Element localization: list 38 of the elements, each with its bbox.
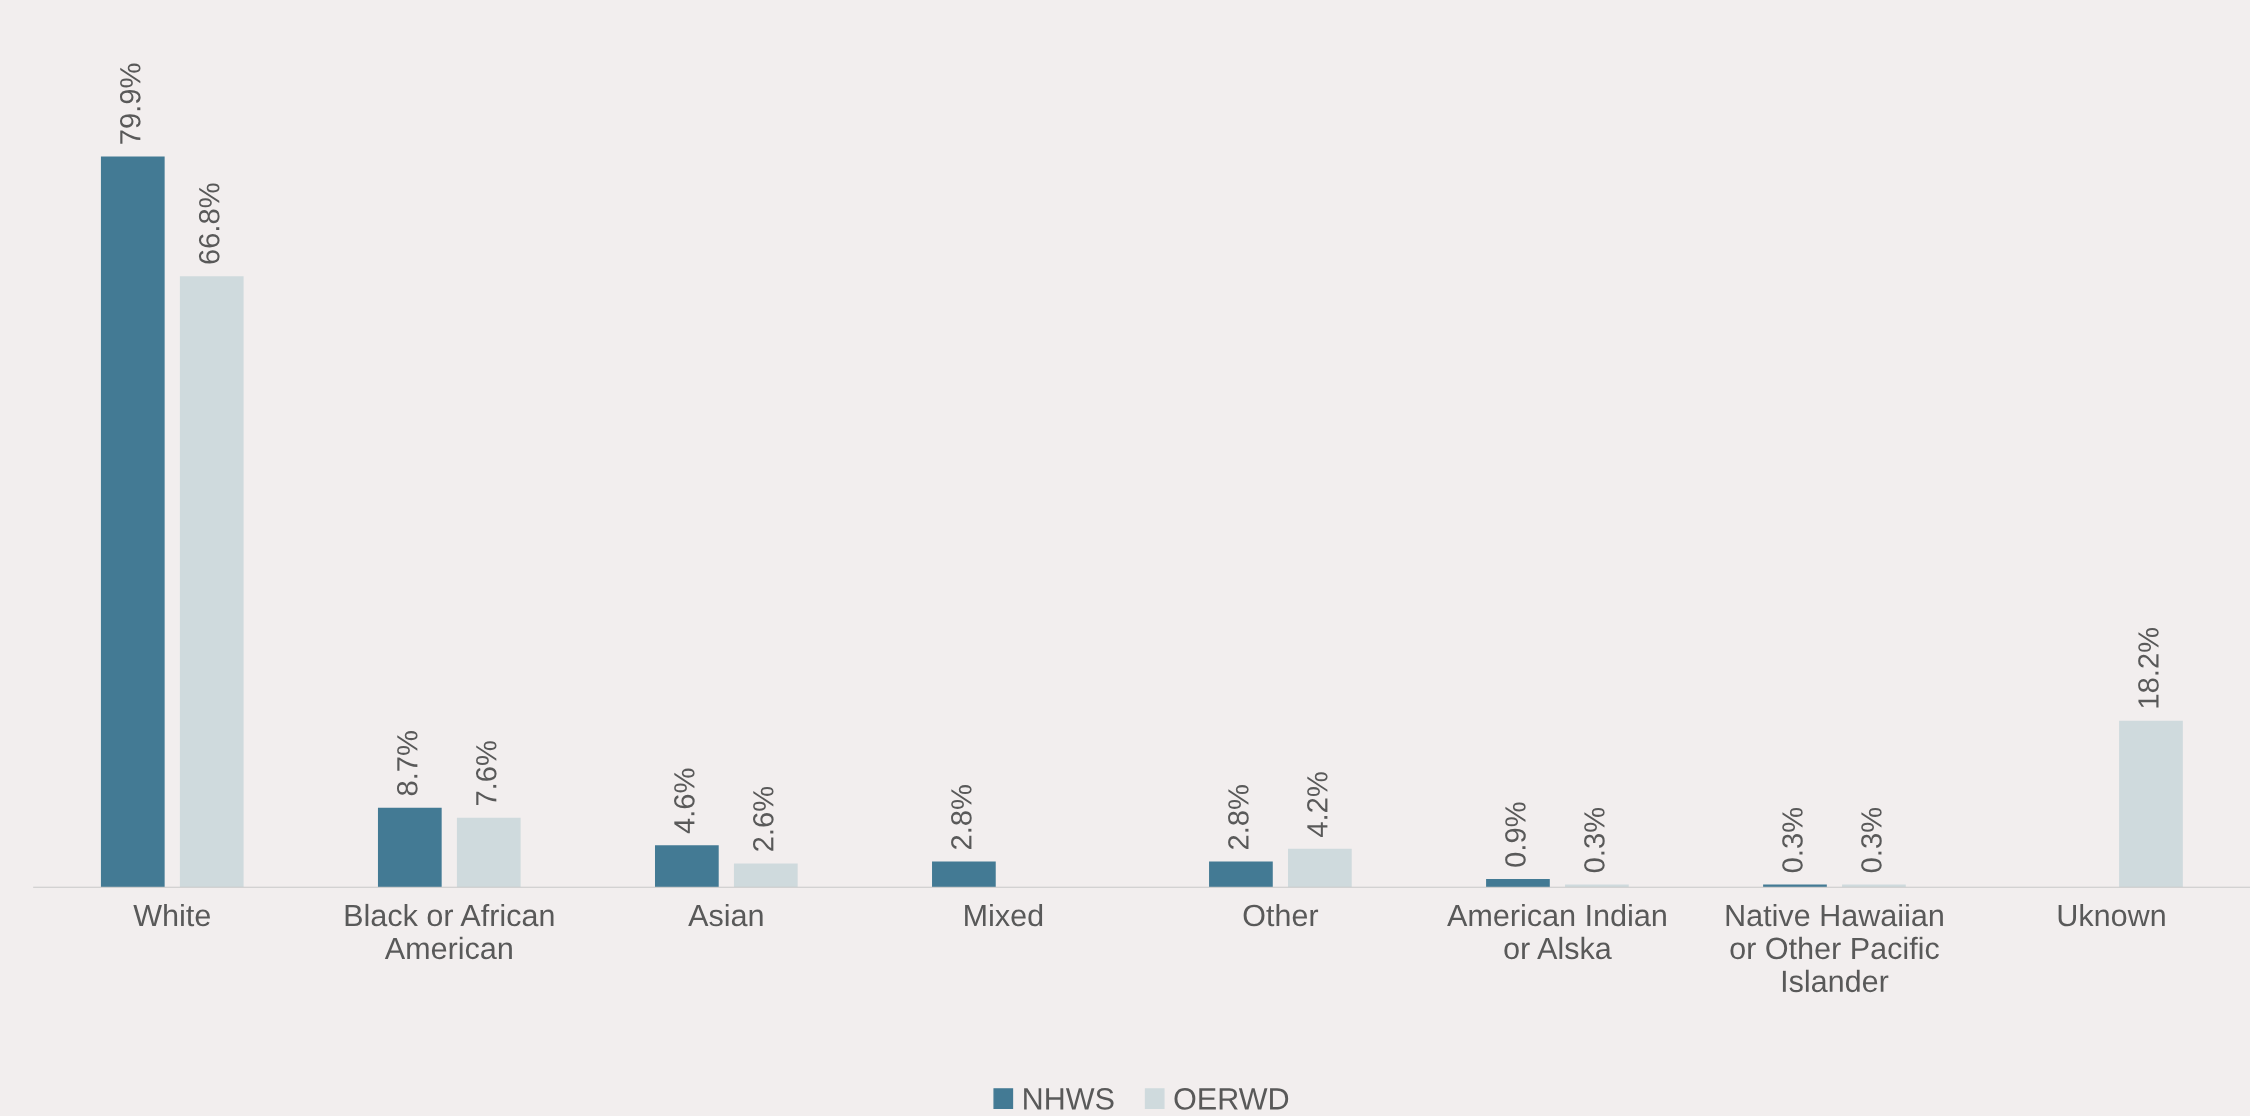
data-label: 18.2% <box>2138 627 2159 708</box>
bar <box>1486 878 1550 888</box>
data-label: 0.9% <box>1505 802 1526 867</box>
data-label: 8.7% <box>397 731 418 796</box>
data-label: 4.6% <box>674 768 695 834</box>
data-label: 0.3% <box>1584 807 1605 873</box>
x-tick-label: American Indian or Alska <box>1447 903 1666 960</box>
data-label: 4.2% <box>1307 772 1328 838</box>
bar <box>733 863 798 888</box>
data-label: 0.3% <box>1782 807 1803 873</box>
bar <box>377 807 442 888</box>
bar <box>179 276 244 888</box>
x-tick-label: Asian <box>688 903 763 927</box>
x-tick-label: Native Hawaiian or Other Pacific Islander <box>1726 903 1943 993</box>
data-label: 7.6% <box>475 741 497 806</box>
bar <box>1842 884 1906 888</box>
bar <box>1288 848 1352 888</box>
bar <box>100 156 165 888</box>
bar <box>456 817 521 888</box>
bar <box>654 845 719 888</box>
bar <box>1763 884 1827 888</box>
bar <box>1565 884 1629 888</box>
x-tick-label: White <box>133 903 210 927</box>
legend-label: NHWS <box>1024 1088 1114 1110</box>
data-label: 2.8% <box>1228 785 1249 850</box>
bar <box>2119 720 2183 888</box>
legend-label: OERWD <box>1174 1088 1289 1110</box>
x-tick-label: Black or African American <box>345 903 554 960</box>
data-label: 0.3% <box>1861 807 1882 873</box>
x-tick-label: Mixed <box>965 903 1043 927</box>
bar <box>1209 861 1273 888</box>
data-label: 66.8% <box>198 183 220 264</box>
data-label: 2.6% <box>752 786 774 851</box>
data-label: 79.9% <box>119 63 141 144</box>
x-tick-label: Uknown <box>2058 903 2165 927</box>
data-label: 2.8% <box>951 785 972 850</box>
x-tick-label: Other <box>1243 903 1319 927</box>
bar <box>932 861 996 888</box>
